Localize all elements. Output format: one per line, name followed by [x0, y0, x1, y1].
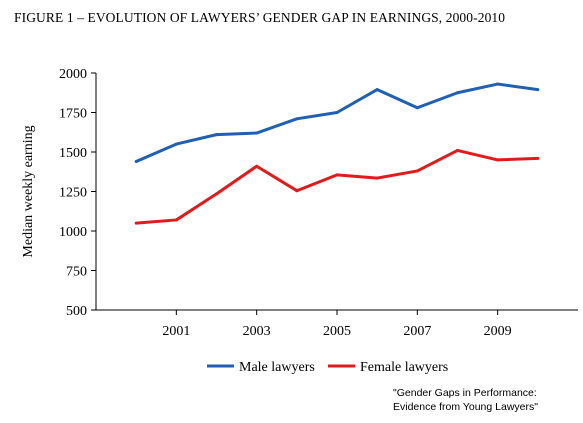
- data-point: [255, 164, 259, 168]
- series-line: [136, 148, 538, 225]
- data-point: [174, 142, 178, 146]
- x-tick-label: 2003: [243, 324, 271, 339]
- data-point: [295, 189, 299, 193]
- legend-label: Female lawyers: [360, 360, 448, 375]
- data-point: [375, 176, 379, 180]
- x-tick-label: 2009: [484, 324, 512, 339]
- series-male-lawyers: [134, 82, 540, 163]
- data-point: [215, 192, 218, 196]
- data-point: [335, 111, 339, 114]
- x-tick-label: 2001: [162, 324, 190, 339]
- data-point: [215, 133, 218, 137]
- axes: [95, 73, 578, 311]
- data-point: [496, 158, 500, 162]
- y-tick-label: 750: [66, 265, 87, 280]
- source-note: "Gender Gaps in Performance: Evidence fr…: [393, 386, 573, 414]
- source-line-2: Evidence from Young Lawyers": [393, 401, 538, 413]
- series-line: [135, 82, 539, 163]
- data-point: [415, 106, 419, 110]
- data-point: [496, 82, 500, 86]
- data-point: [415, 169, 419, 173]
- data-point: [134, 159, 138, 163]
- chart-title: FIGURE 1 – EVOLUTION OF LAWYERS’ GENDER …: [14, 10, 506, 25]
- data-point: [375, 88, 379, 92]
- data-point: [255, 131, 259, 135]
- y-tick-label: 1000: [59, 225, 87, 240]
- x-ticks: 2001 2003 2005 2007 2009: [162, 310, 512, 339]
- legend: Male lawyers Female lawyers: [207, 360, 448, 375]
- legend-label: Male lawyers: [239, 360, 315, 375]
- y-tick-label: 1250: [59, 186, 87, 201]
- series-female-lawyers: [134, 148, 540, 225]
- y-tick-label: 1750: [59, 107, 87, 122]
- y-tick-label: 1500: [59, 146, 87, 161]
- y-axis-label: Median weekly earning: [21, 125, 36, 257]
- data-point: [456, 148, 459, 152]
- y-ticks: 500 750 1000 1250 1500 1750 2000: [59, 67, 96, 319]
- x-tick-label: 2007: [403, 324, 431, 339]
- y-tick-label: 2000: [59, 67, 87, 82]
- data-point: [295, 117, 299, 121]
- data-point: [174, 218, 178, 222]
- data-point: [456, 91, 459, 95]
- data-point: [335, 173, 339, 177]
- source-line-1: "Gender Gaps in Performance:: [393, 387, 537, 399]
- data-point: [536, 156, 540, 160]
- series-lines: [134, 82, 540, 225]
- data-point: [134, 221, 138, 225]
- x-tick-label: 2005: [323, 324, 351, 339]
- data-point: [536, 88, 540, 92]
- y-tick-label: 500: [66, 304, 87, 319]
